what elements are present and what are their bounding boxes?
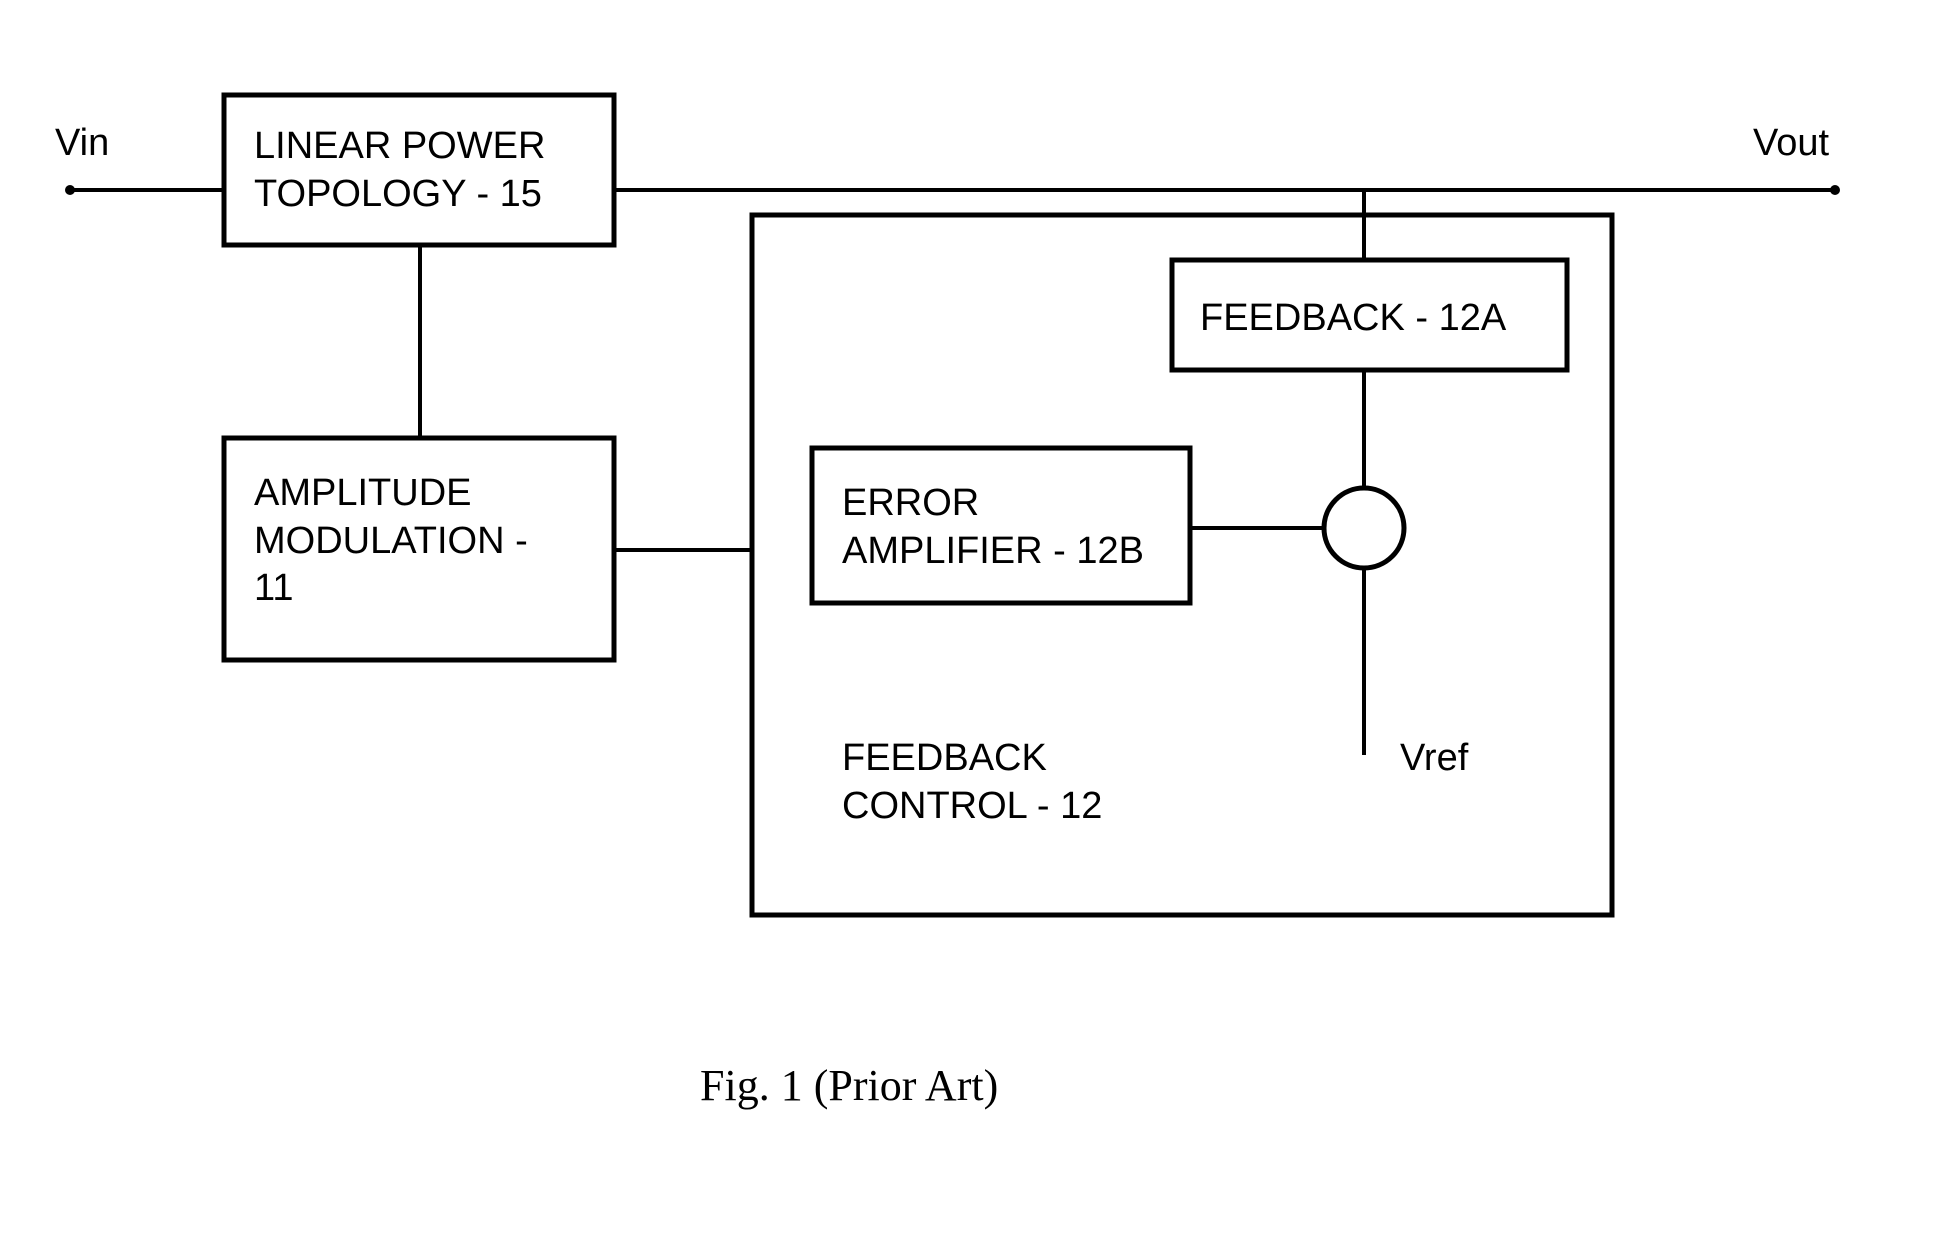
vin-terminal	[65, 185, 75, 195]
vout-label: Vout	[1753, 120, 1829, 168]
figure-caption: Fig. 1 (Prior Art)	[700, 1060, 998, 1111]
amplitude-label: AMPLITUDE MODULATION - 11	[254, 470, 528, 613]
vref-label: Vref	[1400, 735, 1468, 783]
vin-label: Vin	[55, 120, 109, 168]
feedback-a-label: FEEDBACK - 12A	[1200, 295, 1506, 343]
summing-junction	[1324, 488, 1404, 568]
feedback-control-label: FEEDBACK CONTROL - 12	[842, 735, 1102, 830]
block-diagram: Vin Vout LINEAR POWER TOPOLOGY - 15 AMPL…	[0, 0, 1948, 1250]
error-amp-label: ERROR AMPLIFIER - 12B	[842, 480, 1144, 575]
vout-terminal	[1830, 185, 1840, 195]
linear-power-label: LINEAR POWER TOPOLOGY - 15	[254, 123, 545, 218]
